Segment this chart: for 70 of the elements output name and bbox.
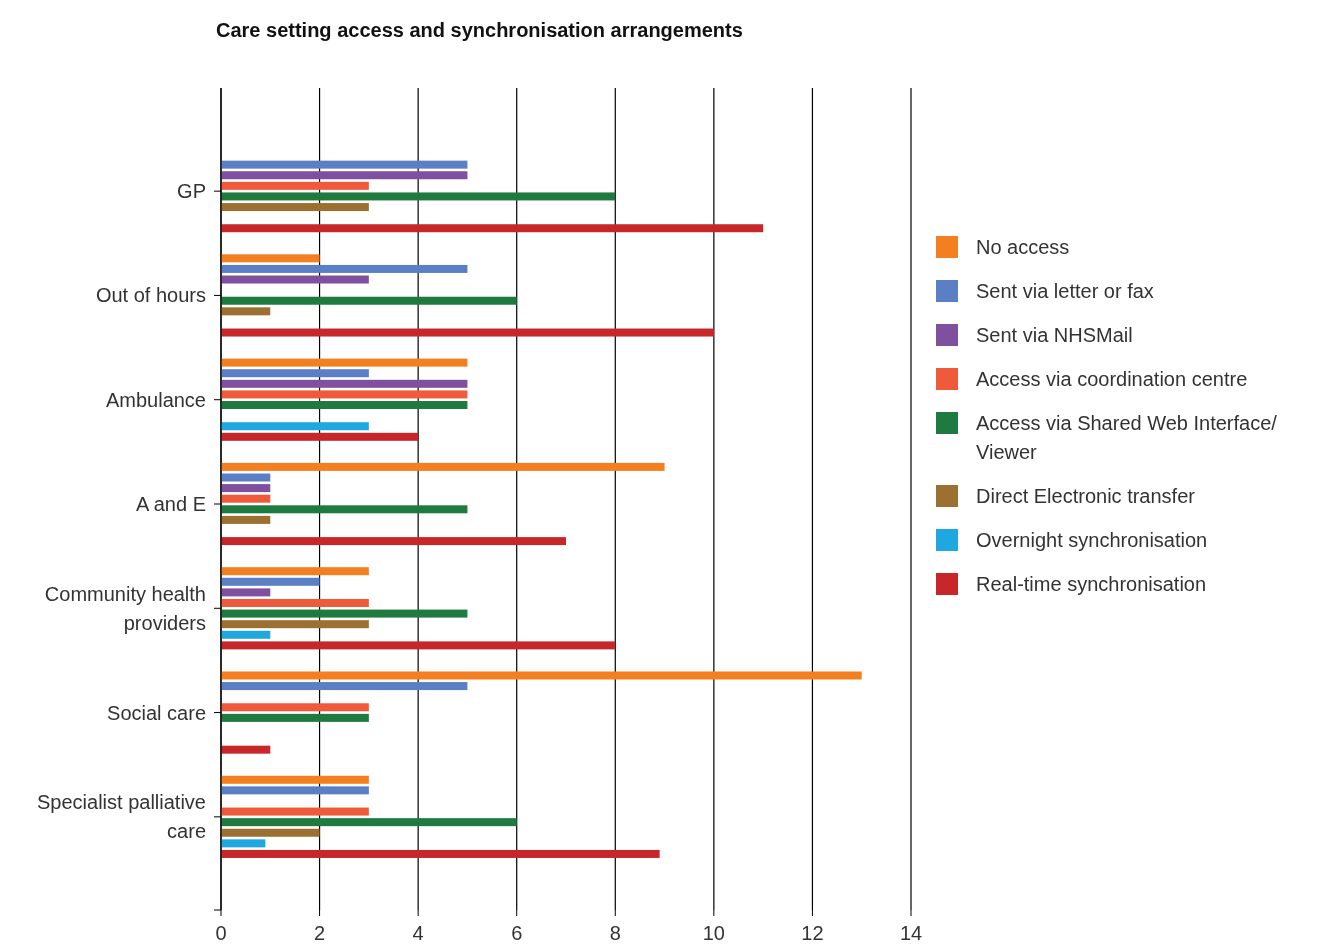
bar bbox=[221, 307, 271, 316]
bar bbox=[221, 849, 660, 858]
bar bbox=[221, 264, 468, 273]
bar bbox=[221, 682, 468, 691]
legend-label: No access bbox=[976, 236, 1070, 258]
bar bbox=[221, 358, 468, 367]
bar bbox=[221, 588, 271, 597]
bar bbox=[221, 390, 468, 399]
legend-label: Sent via NHSMail bbox=[976, 324, 1133, 346]
bar bbox=[221, 671, 862, 680]
bar bbox=[221, 505, 468, 514]
bar bbox=[221, 828, 320, 837]
bar bbox=[221, 713, 369, 722]
y-tick-label: Specialist palliative care bbox=[37, 791, 206, 843]
y-tick-label: Ambulance bbox=[105, 388, 206, 411]
x-tick-label: 0 bbox=[215, 922, 227, 944]
bar bbox=[221, 224, 764, 233]
bar bbox=[221, 328, 714, 337]
bar bbox=[221, 181, 369, 190]
bar bbox=[221, 494, 271, 503]
bar bbox=[221, 567, 369, 576]
bar bbox=[221, 192, 616, 201]
y-tick-label: GP bbox=[177, 180, 206, 203]
x-tick-label: 12 bbox=[801, 922, 824, 944]
bar bbox=[221, 609, 468, 618]
legend-label: Direct Electronic transfer bbox=[976, 485, 1196, 507]
bar bbox=[221, 296, 517, 305]
bar bbox=[221, 598, 369, 607]
bar bbox=[221, 203, 369, 212]
bar bbox=[221, 775, 369, 784]
x-tick-label: 10 bbox=[702, 922, 725, 944]
y-tick-label: Social care bbox=[107, 701, 206, 724]
y-tick-label: Out of hours bbox=[95, 284, 206, 307]
legend-label: Access via coordination centre bbox=[976, 368, 1248, 390]
bar bbox=[221, 369, 369, 378]
legend-label: Access via Shared Web Interface/ Viewer bbox=[976, 412, 1278, 463]
bar bbox=[221, 620, 369, 629]
x-tick-label: 6 bbox=[511, 922, 523, 944]
x-tick-label: 8 bbox=[609, 922, 621, 944]
chart-title: Care setting access and synchronisation arrangements bbox=[216, 19, 743, 41]
bar bbox=[221, 577, 320, 586]
bar bbox=[221, 160, 468, 169]
bar bbox=[221, 379, 468, 388]
bar bbox=[221, 786, 369, 795]
legend-label: Overnight synchronisation bbox=[976, 529, 1208, 551]
bar bbox=[221, 807, 369, 816]
y-tick-label: A and E bbox=[135, 493, 206, 515]
bar bbox=[221, 515, 271, 524]
x-tick-label: 14 bbox=[899, 922, 923, 944]
bar bbox=[221, 171, 468, 180]
bar bbox=[221, 484, 271, 493]
bar bbox=[221, 745, 271, 754]
bar bbox=[221, 422, 369, 431]
bar bbox=[221, 818, 517, 827]
x-tick-label: 4 bbox=[412, 922, 424, 944]
bar bbox=[221, 254, 320, 263]
bar bbox=[221, 473, 271, 482]
bar bbox=[221, 641, 616, 650]
bar bbox=[221, 839, 266, 848]
bar bbox=[221, 462, 665, 471]
bar bbox=[221, 432, 419, 441]
bar bbox=[221, 630, 271, 639]
y-tick-label: Community health providers bbox=[44, 582, 206, 634]
bar bbox=[221, 401, 468, 410]
legend-label: Real-time synchronisation bbox=[976, 573, 1207, 595]
bar bbox=[221, 703, 369, 712]
legend-label: Sent via letter or fax bbox=[976, 280, 1154, 302]
bar bbox=[221, 275, 369, 284]
x-tick-label: 2 bbox=[314, 922, 326, 944]
bar bbox=[221, 537, 566, 546]
